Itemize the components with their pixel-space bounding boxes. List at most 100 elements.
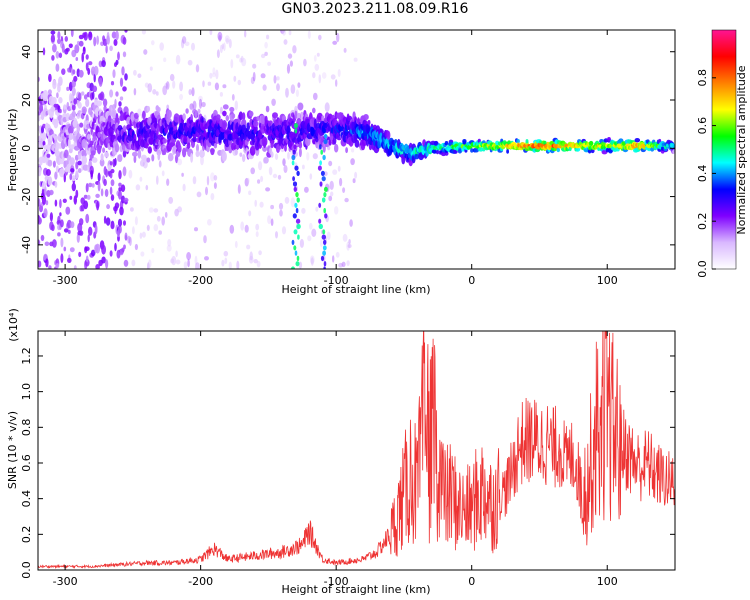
spectrogram-cell xyxy=(137,108,142,117)
spectrogram-cell xyxy=(312,153,318,160)
spectrogram-cell xyxy=(650,147,655,152)
spectrogram-cell xyxy=(260,114,266,125)
spectrogram-cell xyxy=(143,157,148,163)
spectrogram-cell xyxy=(68,133,74,140)
spectrogram-cell xyxy=(295,208,299,214)
spectrogram-cell xyxy=(82,46,86,55)
spectrogram-cell xyxy=(248,210,252,217)
spectrogram-cell xyxy=(123,244,126,250)
spectrogram-cell xyxy=(323,261,327,267)
spectrogram-cell xyxy=(94,224,98,235)
spectrogram-cell xyxy=(157,152,161,161)
spectrogram-cell xyxy=(221,259,225,267)
spectrogram-cell xyxy=(102,147,106,153)
spectrogram-cell xyxy=(147,83,153,93)
spectrogram-cell xyxy=(351,148,355,153)
spectrogram-cell xyxy=(135,184,141,191)
spectrogram-cell xyxy=(253,259,258,264)
spectrogram-cell xyxy=(318,218,322,224)
spectrogram-cell xyxy=(608,149,613,154)
spectrogram-cell xyxy=(110,81,115,86)
spectrogram-cell xyxy=(212,67,216,75)
spectrogram-cell xyxy=(294,250,298,256)
spectrogram-x-tick-label: 100 xyxy=(597,274,618,287)
spectrogram-cell xyxy=(52,239,57,248)
spectrogram-cell xyxy=(457,149,462,154)
spectrogram-cell xyxy=(166,178,170,186)
spectrogram-cell xyxy=(93,65,99,76)
spectrogram-cell xyxy=(240,221,245,231)
spectrogram-cell xyxy=(120,184,126,192)
spectrogram-cell xyxy=(321,72,327,79)
spectrogram-cell xyxy=(283,39,288,45)
spectrogram-cell xyxy=(46,143,51,153)
spectrogram-cell xyxy=(121,195,125,204)
spectrogram-cell xyxy=(58,97,63,104)
spectrogram-cell xyxy=(97,131,101,138)
spectrogram-y-tick-label: 0 xyxy=(20,145,33,152)
spectrogram-cell xyxy=(293,245,297,251)
spectrogram-cell xyxy=(316,52,320,57)
spectrogram-cell xyxy=(322,229,326,235)
spectrogram-cell xyxy=(295,218,301,224)
spectrogram-cell xyxy=(230,59,234,69)
spectrogram-cell xyxy=(234,240,238,249)
spectrogram-cell xyxy=(525,139,529,144)
spectrogram-cell xyxy=(246,244,251,250)
spectrogram-cell xyxy=(123,220,126,226)
spectrogram-cell xyxy=(328,195,333,202)
spectrogram-cell xyxy=(336,135,343,141)
snr-y-tick-label: 1.2 xyxy=(20,347,33,365)
spectrogram-cell xyxy=(318,223,323,230)
snr-x-ticks: -300 -200 -100 0 100 xyxy=(53,331,618,588)
spectrogram-cell xyxy=(85,255,89,263)
spectrogram-cell xyxy=(52,79,57,90)
spectrogram-cell xyxy=(292,176,295,182)
spectrogram-cell xyxy=(335,79,338,87)
spectrogram-cell xyxy=(296,170,300,176)
spectrogram-cell xyxy=(101,60,106,68)
spectrogram-cell xyxy=(63,172,66,183)
spectrogram-cell xyxy=(195,150,200,158)
spectrogram-cell xyxy=(315,206,319,212)
snr-x-tick-label: -100 xyxy=(324,575,349,588)
spectrogram-cell xyxy=(103,215,107,224)
spectrogram-cell xyxy=(197,108,201,114)
spectrogram-x-ticks: -300 -200 -100 0 100 xyxy=(53,30,618,287)
spectrogram-cell xyxy=(252,71,256,82)
spectrogram-cell xyxy=(105,217,111,226)
spectrogram-cell xyxy=(267,61,271,66)
spectrogram-cell xyxy=(386,130,391,140)
spectrogram-cell xyxy=(72,175,76,182)
colorbar-scale xyxy=(711,29,737,270)
snr-x-tick-label: 0 xyxy=(468,575,475,588)
spectrogram-cell xyxy=(43,144,48,150)
spectrogram-cell xyxy=(201,101,206,108)
spectrogram-cell xyxy=(229,224,235,234)
spectrogram-cell xyxy=(144,82,149,88)
spectrogram-cell xyxy=(210,148,215,156)
spectrogram-cell xyxy=(323,123,328,129)
spectrogram-cell xyxy=(286,125,291,133)
spectrogram-cell xyxy=(263,156,269,164)
spectrogram-cell xyxy=(59,198,62,209)
spectrogram-cell xyxy=(38,167,42,177)
spectrogram-cell xyxy=(264,41,268,49)
spectrogram-cell xyxy=(183,261,188,269)
spectrogram-cell xyxy=(95,193,100,198)
spectrogram-cell xyxy=(165,81,170,90)
spectrogram-cell xyxy=(87,67,91,76)
spectrogram-cell xyxy=(209,30,213,36)
spectrogram-cell xyxy=(76,123,81,133)
spectrogram-cell xyxy=(271,98,276,107)
spectrogram-cell xyxy=(133,88,137,96)
spectrogram-cell xyxy=(194,255,198,266)
spectrogram-cell xyxy=(100,153,104,162)
spectrogram-cell xyxy=(291,266,295,269)
spectrogram-cell xyxy=(132,226,135,235)
spectrogram-cell xyxy=(91,183,95,188)
spectrogram-cell xyxy=(169,73,175,82)
spectrogram-cell xyxy=(222,104,229,110)
spectrogram-cell xyxy=(66,86,70,91)
